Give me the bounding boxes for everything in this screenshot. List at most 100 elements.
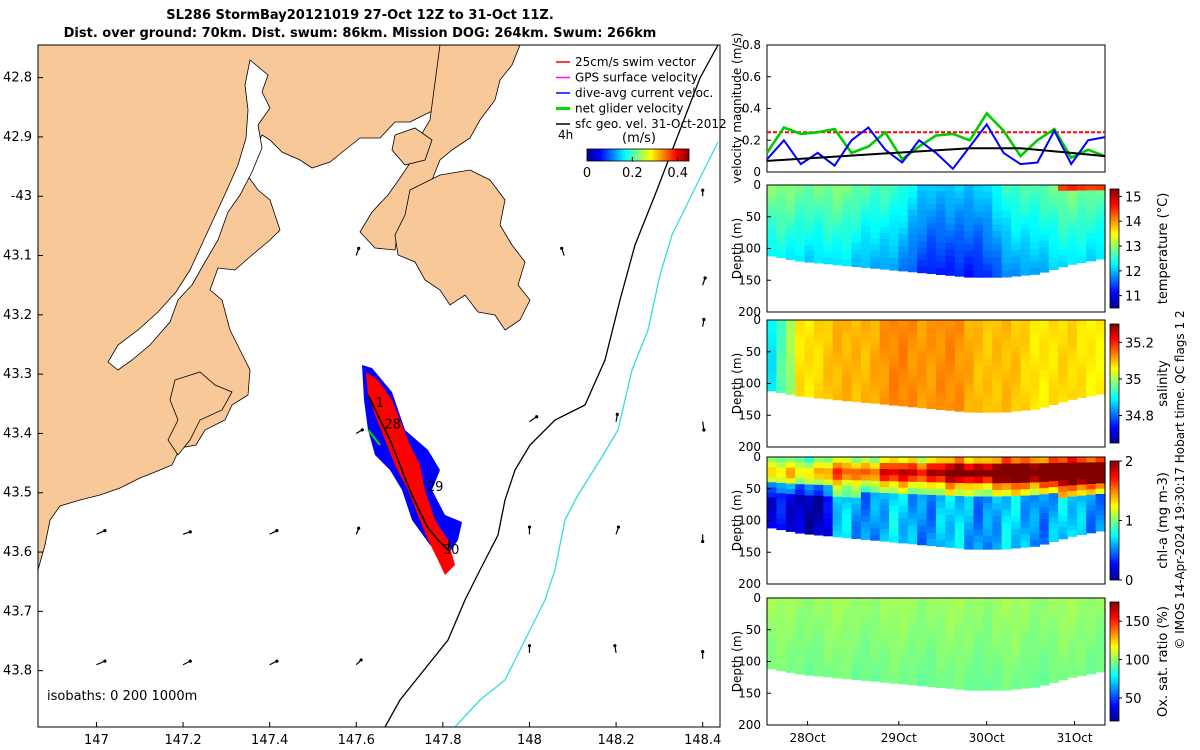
section-cell (1020, 352, 1031, 360)
section-cell (982, 617, 993, 625)
section-cell (813, 523, 824, 530)
section-cell (907, 616, 918, 624)
section-cell (1001, 211, 1012, 219)
section-y-tick-label: 200 (738, 718, 761, 732)
section-cell (879, 356, 890, 363)
section-cell (889, 622, 900, 629)
section-cell (898, 634, 909, 642)
section-cell (1048, 499, 1059, 506)
section-cell (917, 482, 928, 489)
section-cell (964, 683, 975, 691)
section-cell (879, 646, 890, 653)
section-cell (1067, 393, 1078, 400)
section-cell (945, 643, 956, 651)
section-cell (973, 198, 984, 206)
section-cell (954, 385, 965, 393)
section-cell (926, 623, 937, 631)
section-cell (832, 457, 843, 464)
section-cell (889, 535, 900, 543)
section-cell (1029, 636, 1040, 644)
section-cell (860, 674, 871, 681)
section-cell (954, 333, 965, 341)
section-cell (851, 360, 862, 368)
section-cell (992, 509, 1003, 517)
section-cell (851, 615, 862, 622)
section-cell (1086, 206, 1097, 213)
section-cell (889, 628, 900, 635)
section-cell (926, 185, 937, 192)
section-cell (964, 398, 975, 406)
section-cell (954, 502, 965, 510)
section-cell (795, 527, 806, 534)
section-cell (907, 228, 918, 236)
section-cell (785, 357, 796, 363)
section-cell (1020, 320, 1031, 327)
section-cell (1067, 190, 1078, 197)
section-cell (1058, 509, 1069, 516)
section-cell (964, 352, 975, 361)
section-cell (992, 489, 1003, 498)
section-cell (860, 650, 871, 658)
section-cell (870, 633, 881, 641)
section-cell (860, 509, 871, 517)
section-cell (823, 507, 834, 514)
section-cell (767, 200, 777, 206)
section-cell (926, 507, 937, 515)
section-cell (898, 258, 909, 266)
section-cell (982, 244, 993, 252)
section-cell (1020, 345, 1031, 353)
section-cell (936, 261, 946, 269)
section-cell (936, 681, 946, 688)
section-cell (945, 255, 956, 263)
section-cell (1076, 190, 1087, 197)
section-cell (917, 376, 928, 384)
section-cell (1039, 228, 1050, 236)
section-cell (813, 457, 824, 464)
land-tasmania-mainland (38, 45, 479, 571)
section-cell (879, 481, 890, 488)
section-cell (936, 623, 946, 631)
section-cell (982, 385, 993, 393)
section-cell (879, 386, 890, 393)
section-cell (1048, 610, 1059, 617)
section-cell (795, 385, 806, 392)
section-cell (832, 196, 843, 203)
section-cell (954, 224, 965, 232)
map-y-tick-label: 43.8 (3, 664, 32, 679)
section-cell (1020, 217, 1031, 225)
section-cell (982, 191, 993, 199)
section-cell (767, 330, 777, 336)
section-cell (776, 603, 787, 609)
section-cell (982, 630, 993, 639)
section-cell (1067, 196, 1078, 203)
section-cell (1001, 470, 1012, 478)
time-x-tick-label: 28Oct (790, 731, 826, 745)
section-cell (917, 500, 928, 508)
section-cell (860, 492, 871, 499)
section-cell (898, 356, 909, 364)
section-cell (954, 191, 965, 199)
section-cell (992, 516, 1003, 524)
section-cell (795, 190, 806, 197)
section-cell (964, 263, 975, 271)
section-cell (1001, 365, 1012, 374)
section-cell (1048, 511, 1059, 518)
section-cell (1029, 629, 1040, 637)
section-cell (767, 643, 777, 650)
section-cell (964, 663, 975, 671)
section-cell (898, 481, 909, 489)
section-cell (964, 522, 975, 530)
section-cell (767, 512, 777, 519)
section-cell (842, 503, 853, 510)
section-cell (795, 212, 806, 219)
section-cell (832, 598, 843, 605)
section-cell (1067, 359, 1078, 366)
section-cell (1048, 658, 1059, 665)
section-cell (795, 484, 806, 491)
section-cell (813, 501, 824, 508)
section-cell (851, 254, 862, 262)
section-cell (795, 652, 806, 659)
section-cell (1048, 326, 1059, 333)
section-cell (917, 629, 928, 637)
